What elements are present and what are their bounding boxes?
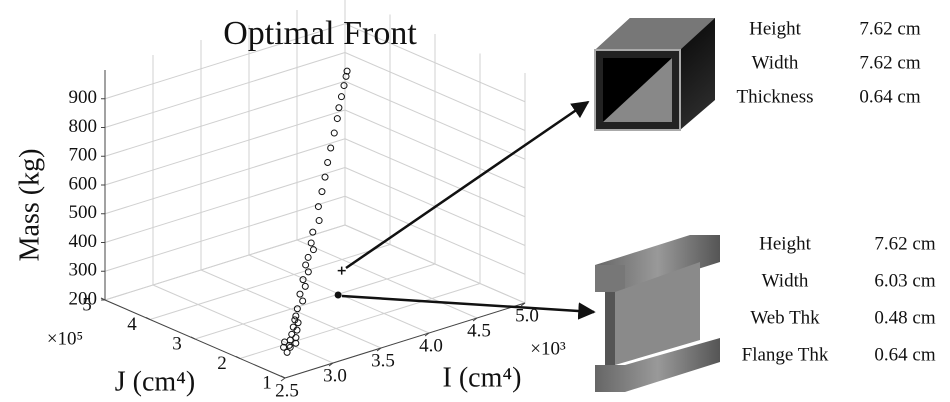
z-axis-label: Mass (kg) [14,149,45,262]
x-tick-label: 4.0 [419,335,443,356]
grid-line [105,139,345,214]
spec-label: Web Thk [750,307,820,328]
point [300,298,306,304]
grid-line [105,53,345,128]
y-tick-label: 1 [262,372,272,393]
spec-value: 7.62 cm [859,18,920,39]
grid-line [150,245,390,320]
z-tick-label: 900 [69,87,98,108]
selected-point [338,267,346,275]
spec-tables: Height 7.62 cm Width 7.62 cm Thickness 0.64 c… [736,18,935,365]
point [310,229,316,235]
point [293,335,299,341]
point [302,283,308,289]
chart-title: Optimal Front [223,15,417,52]
spec-label: Height [759,233,811,254]
spec-label: Height [749,18,801,39]
point [308,240,314,246]
plot-area: 2.53.03.54.04.55.01234520030040050060070… [69,0,539,401]
z-tick-label: 700 [69,145,98,166]
spec-value: 0.64 cm [874,344,935,365]
point [319,189,325,195]
y-tick-label: 2 [217,353,227,374]
point [297,291,303,297]
arrow [342,296,594,312]
point [316,218,322,224]
spec-label: Thickness [736,86,813,107]
square-tube-image [595,18,715,130]
grid-line [195,264,435,339]
z-tick-label: 400 [69,231,98,252]
spec-value: 7.62 cm [859,52,920,73]
spec-value: 6.03 cm [874,270,935,291]
z-tick-label: 800 [69,116,98,137]
grid-line [105,168,345,243]
spec-value: 7.62 cm [874,233,935,254]
point [341,83,347,89]
y-multiplier: ×10⁵ [47,328,83,349]
grid-line [240,284,480,359]
x-tick-label: 2.5 [275,380,299,401]
y-tick-label: 3 [172,333,182,354]
z-tick-label: 200 [69,288,98,309]
y-axis-label: J (cm⁴) [115,366,196,397]
grid-line [105,81,345,156]
point [305,254,311,260]
spec-label: Width [752,52,799,73]
grid-line [105,225,345,300]
point [331,130,337,136]
z-tick-label: 300 [69,260,98,281]
z-tick-label: 600 [69,173,98,194]
x-tick-label: 3.0 [323,365,347,386]
point [293,313,299,319]
point [325,159,331,165]
point [289,331,295,337]
figure: 2.53.03.54.04.55.01234520030040050060070… [0,0,950,402]
arrow [346,102,588,268]
chart: 2.53.03.54.04.55.01234520030040050060070… [0,0,950,402]
x-multiplier: ×10³ [530,338,566,359]
point [322,174,328,180]
spec-label: Width [762,270,809,291]
grid-line [105,110,345,185]
x-tick-label: 4.5 [467,320,491,341]
point [338,94,344,100]
y-tick-label: 4 [127,314,137,335]
point [328,145,334,151]
spec-value: 0.64 cm [859,86,920,107]
x-tick-label: 3.5 [371,350,395,371]
i-beam-image [595,235,720,392]
point [334,116,340,122]
x-axis-label: I (cm⁴) [443,362,522,393]
spec-label: Flange Thk [742,344,829,365]
point [303,262,309,268]
spec-value: 0.48 cm [874,307,935,328]
point [336,105,342,111]
selected-point [335,292,342,299]
z-tick-label: 500 [69,202,98,223]
